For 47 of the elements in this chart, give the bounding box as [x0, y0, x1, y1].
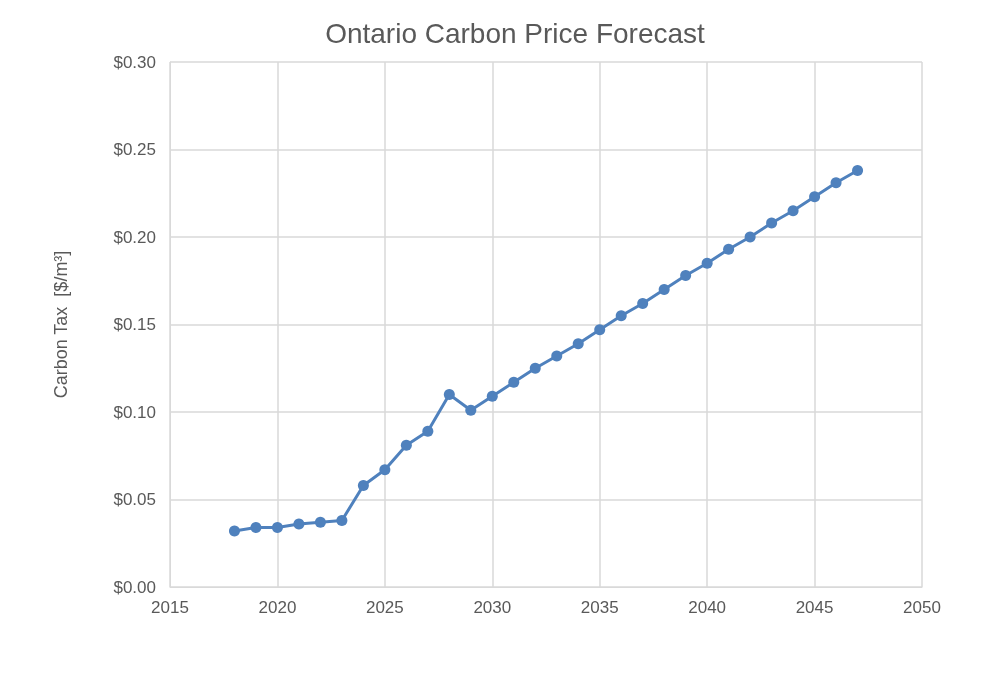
point: [594, 324, 606, 336]
y-tick-label: $0.05: [113, 490, 156, 509]
point: [551, 350, 563, 362]
point: [228, 525, 240, 537]
point: [572, 338, 584, 350]
point: [508, 376, 520, 388]
point: [529, 362, 541, 374]
point: [271, 522, 283, 533]
x-tick-label: 2030: [473, 598, 512, 617]
point: [766, 217, 778, 229]
point: [357, 480, 369, 491]
x-tick-label: 2040: [688, 598, 727, 617]
point: [723, 243, 735, 255]
point: [787, 205, 799, 217]
point: [336, 515, 348, 526]
point: [400, 439, 412, 451]
y-tick-label: $0.30: [113, 52, 156, 72]
point: [809, 191, 821, 203]
chart-title: Ontario Carbon Price Forecast: [325, 17, 706, 49]
point: [486, 390, 498, 402]
x-tick-label: 2025: [365, 598, 404, 617]
point: [250, 522, 262, 533]
y-tick-label: $0.20: [113, 227, 156, 247]
y-tick-label: $0.10: [113, 402, 156, 422]
point: [830, 177, 842, 189]
point: [615, 310, 627, 322]
x-tick-label: 2015: [151, 598, 189, 617]
point: [293, 518, 305, 530]
point: [744, 231, 756, 243]
x-tick-label: 2045: [795, 598, 834, 617]
point: [852, 165, 864, 176]
point: [680, 270, 692, 281]
y-tick-label: $0.00: [113, 577, 156, 597]
point: [658, 284, 670, 295]
point: [314, 516, 326, 528]
y-tick-label: $0.25: [113, 140, 156, 159]
point: [422, 425, 434, 437]
x-tick-label: 2050: [903, 598, 941, 617]
y-tick-label: $0.15: [113, 315, 156, 334]
x-tick-label: 2020: [258, 598, 297, 617]
point: [379, 464, 391, 476]
point: [465, 404, 477, 416]
point: [637, 298, 649, 309]
point: [701, 257, 713, 269]
y-axis-title: Carbon Tax [$/m³]: [51, 250, 71, 399]
x-tick-label: 2035: [580, 598, 619, 617]
point: [443, 389, 455, 400]
